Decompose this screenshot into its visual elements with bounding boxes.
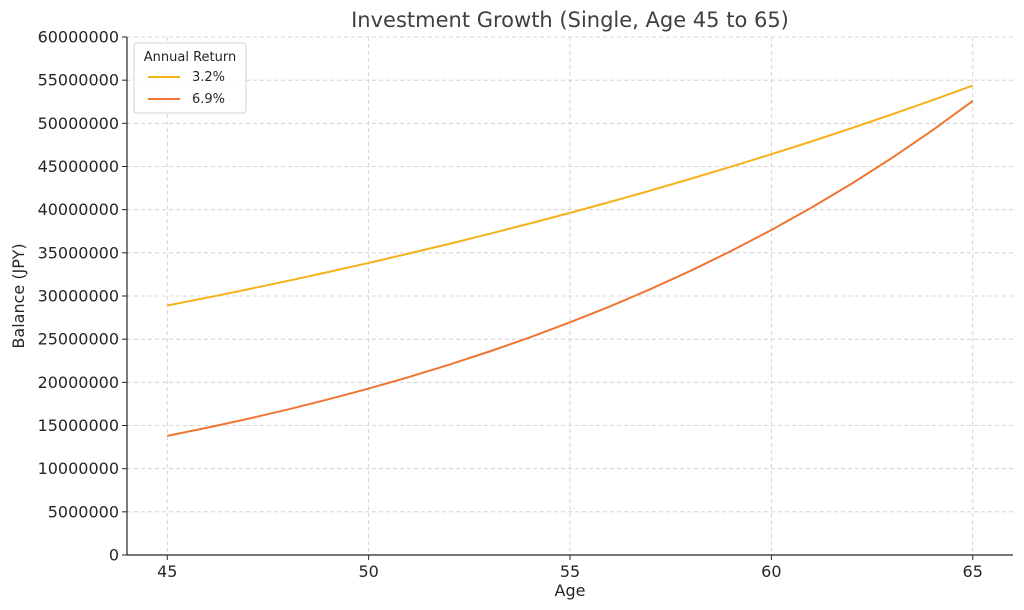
legend-title: Annual Return (144, 50, 236, 65)
y-tick-label: 45000000 (38, 157, 119, 176)
y-tick-label: 35000000 (38, 243, 119, 262)
y-tick-label: 25000000 (38, 330, 119, 349)
y-ticks: 0 5000000 10000000 15000000 20000000 25000000… (38, 28, 127, 565)
y-tick-label: 30000000 (38, 287, 119, 306)
legend-label-1: 6.9% (192, 92, 225, 107)
y-tick-label: 55000000 (38, 71, 119, 90)
x-tick-label: 60 (761, 562, 781, 581)
x-tick-label: 45 (157, 562, 177, 581)
y-tick-label: 15000000 (38, 416, 119, 435)
legend: Annual Return 3.2% 6.9% (133, 42, 247, 114)
x-tick-label: 50 (358, 562, 378, 581)
x-tick-label: 65 (963, 562, 983, 581)
y-tick-label: 0 (109, 546, 119, 565)
x-axis-title: Age (555, 581, 586, 600)
legend-label-0: 3.2% (192, 70, 225, 85)
y-axis-title: Balance (JPY) (9, 243, 28, 348)
y-tick-label: 40000000 (38, 200, 119, 219)
y-tick-label: 60000000 (38, 28, 119, 47)
x-ticks: 45 50 55 60 65 (157, 555, 983, 581)
series-line-3-2- (167, 84, 974, 307)
y-tick-label: 10000000 (38, 459, 119, 478)
chart-title: Investment Growth (Single, Age 45 to 65) (351, 8, 789, 32)
y-tick-label: 50000000 (38, 114, 119, 133)
y-tick-label: 20000000 (38, 373, 119, 392)
series-lines (167, 84, 974, 437)
series-line-6-9- (167, 100, 974, 437)
legend-box (133, 42, 247, 114)
x-tick-label: 55 (560, 562, 580, 581)
y-tick-label: 5000000 (48, 502, 119, 521)
